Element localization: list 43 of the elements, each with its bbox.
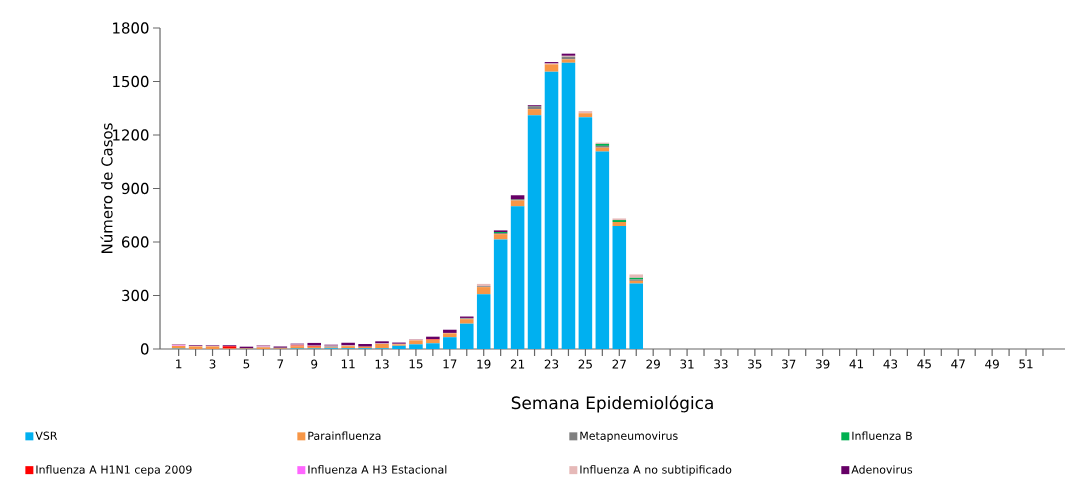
x-tick-label: 3 [209, 359, 216, 369]
x-tick-label: 23 [544, 359, 559, 369]
y-tick-label: 1800 [113, 22, 149, 34]
legend-label: Metapneumovirus [580, 431, 678, 443]
x-tick-label: 49 [985, 359, 999, 369]
y-axis-title: Número de Casos [100, 123, 113, 253]
x-tick-label: 7 [277, 359, 284, 369]
x-tick-label: 51 [1019, 359, 1033, 369]
y-tick-label: 300 [122, 289, 149, 302]
x-tick-label: 21 [510, 359, 525, 369]
x-tick-label: 29 [646, 359, 660, 369]
y-tick-label: 900 [121, 182, 149, 195]
y-tick-label: 1200 [113, 129, 149, 141]
legend-label: Influenza A no subtipificado [580, 465, 732, 476]
x-tick-label: 5 [243, 359, 250, 369]
x-tick-label: 9 [311, 359, 318, 369]
x-tick-label: 47 [951, 359, 965, 369]
x-tick-label: 37 [782, 359, 796, 369]
legend-label: Influenza B [852, 431, 912, 440]
x-tick-label: 35 [748, 359, 762, 369]
x-tick-label: 41 [849, 359, 864, 369]
legend-label: VSR [35, 431, 58, 440]
x-tick-label: 11 [341, 359, 355, 369]
legend-label: Influenza A H1N1 cepa 2009 [36, 465, 192, 476]
legend-label: Parainfluenza [308, 431, 381, 440]
x-tick-label: 17 [443, 359, 457, 369]
x-tick-label: 39 [815, 359, 830, 369]
x-tick-label: 33 [714, 359, 728, 369]
x-tick-label: 1 [176, 359, 182, 369]
y-tick-label: 1500 [113, 75, 149, 88]
x-tick-label: 31 [680, 359, 694, 369]
x-tick-label: 43 [883, 359, 898, 369]
legend-label: Adenovirus [851, 465, 913, 474]
y-tick-label: 0 [140, 343, 149, 355]
x-tick-label: 25 [578, 359, 592, 369]
x-tick-label: 45 [917, 359, 931, 369]
x-tick-label: 13 [375, 359, 389, 369]
x-tick-label: 27 [612, 359, 626, 369]
x-tick-label: 19 [477, 359, 491, 369]
x-axis-title: Semana Epidemiológica [511, 395, 713, 413]
y-tick-label: 600 [122, 236, 149, 248]
legend-label: Influenza A H3 Estacional [308, 465, 447, 474]
x-tick-label: 15 [409, 359, 423, 369]
